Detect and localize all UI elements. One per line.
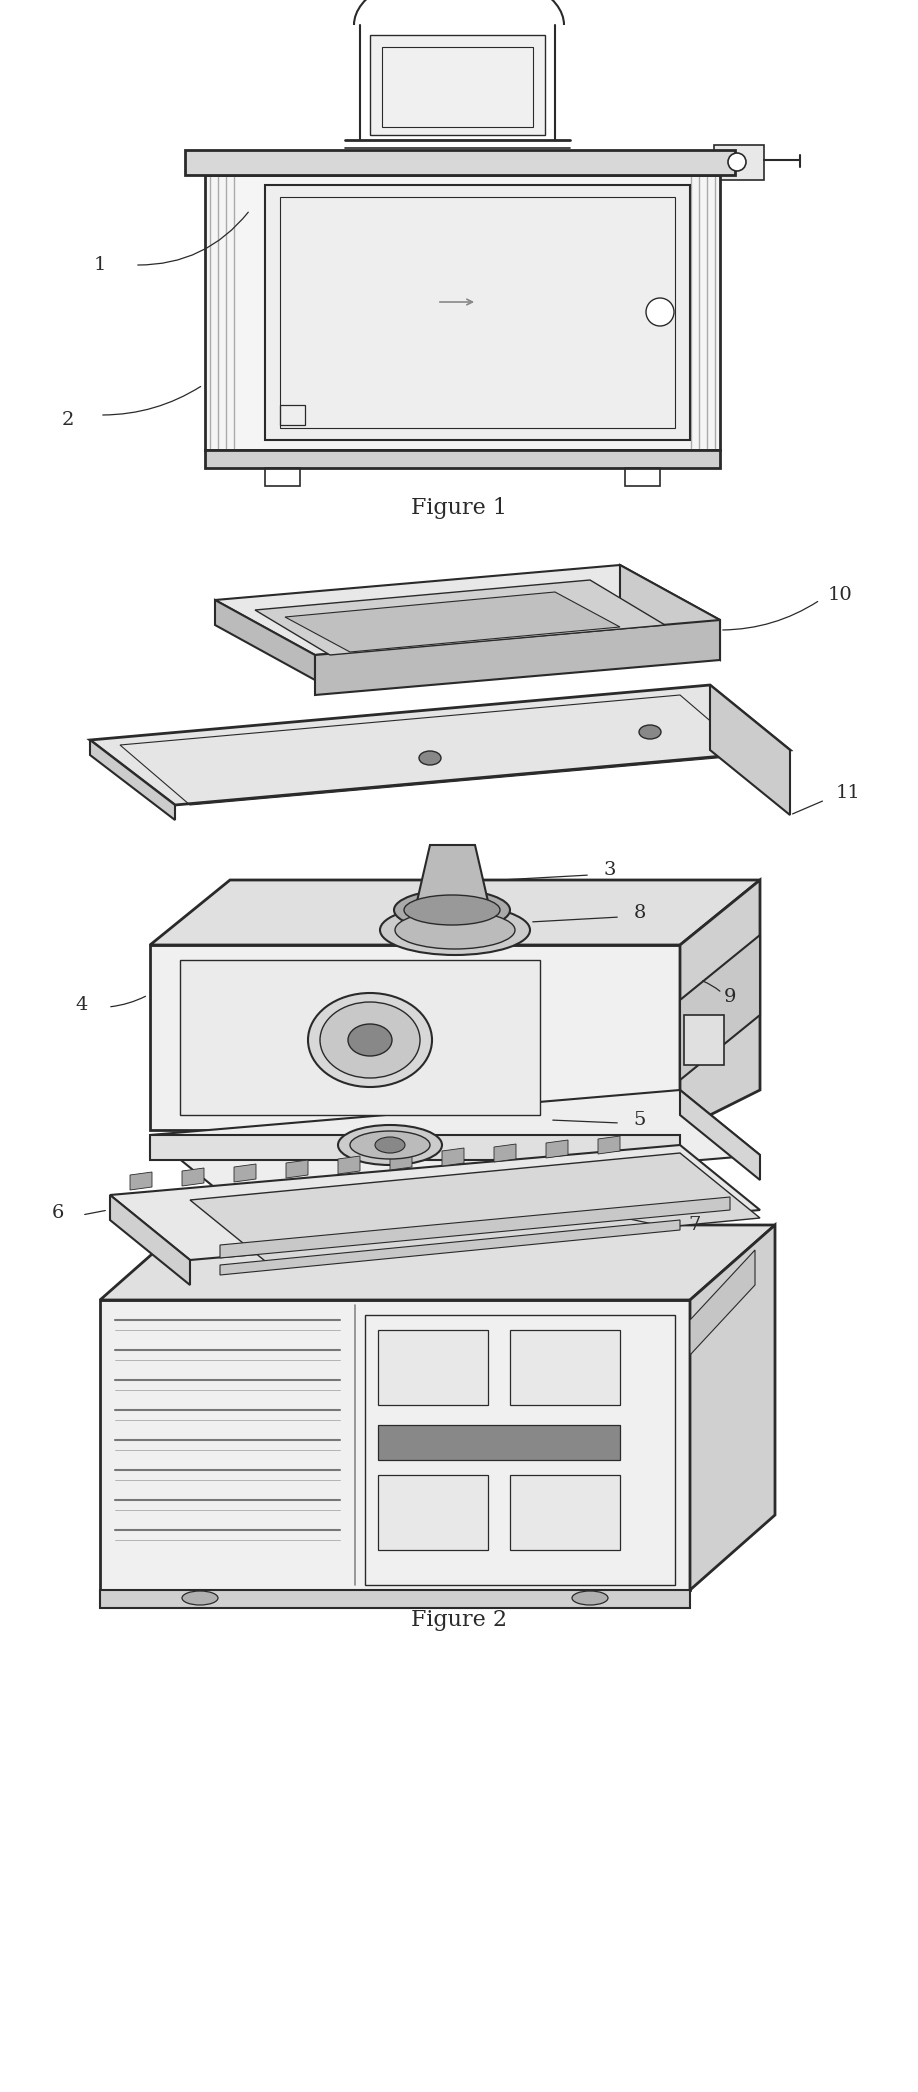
Text: 9: 9 bbox=[723, 987, 736, 1006]
Bar bbox=[365, 1316, 675, 1586]
Bar bbox=[180, 960, 540, 1115]
Polygon shape bbox=[598, 1136, 620, 1155]
Polygon shape bbox=[494, 1144, 516, 1161]
Ellipse shape bbox=[419, 751, 441, 766]
Bar bbox=[185, 151, 735, 176]
Polygon shape bbox=[220, 1197, 730, 1257]
Bar bbox=[378, 1475, 488, 1550]
Polygon shape bbox=[150, 1090, 760, 1201]
Polygon shape bbox=[415, 845, 490, 910]
Text: 2: 2 bbox=[62, 410, 74, 429]
Bar bbox=[382, 46, 533, 128]
Ellipse shape bbox=[182, 1592, 218, 1605]
Polygon shape bbox=[315, 619, 720, 695]
Bar bbox=[280, 197, 675, 429]
Polygon shape bbox=[215, 600, 315, 680]
Ellipse shape bbox=[320, 1002, 420, 1077]
Polygon shape bbox=[100, 1590, 690, 1609]
Polygon shape bbox=[100, 1226, 775, 1299]
Polygon shape bbox=[690, 1251, 755, 1356]
Polygon shape bbox=[710, 684, 790, 816]
Bar bbox=[205, 176, 720, 450]
Text: 4: 4 bbox=[76, 996, 88, 1015]
Polygon shape bbox=[150, 946, 680, 1130]
Polygon shape bbox=[255, 579, 665, 655]
Text: 10: 10 bbox=[828, 586, 853, 605]
Bar bbox=[510, 1331, 620, 1406]
Polygon shape bbox=[110, 1144, 760, 1259]
Ellipse shape bbox=[350, 1132, 430, 1159]
Bar bbox=[205, 450, 720, 469]
Ellipse shape bbox=[728, 153, 746, 172]
Text: 5: 5 bbox=[633, 1111, 646, 1130]
Polygon shape bbox=[150, 1136, 680, 1159]
Bar bbox=[378, 1331, 488, 1406]
Polygon shape bbox=[442, 1149, 464, 1165]
Ellipse shape bbox=[404, 895, 500, 925]
Polygon shape bbox=[546, 1140, 568, 1159]
Bar bbox=[370, 36, 545, 136]
Polygon shape bbox=[285, 592, 620, 653]
Polygon shape bbox=[90, 741, 175, 820]
Text: Figure 1: Figure 1 bbox=[411, 498, 507, 519]
Polygon shape bbox=[190, 1153, 760, 1266]
Text: 11: 11 bbox=[835, 784, 860, 801]
Text: 1: 1 bbox=[94, 255, 106, 274]
Ellipse shape bbox=[394, 889, 510, 931]
Text: 7: 7 bbox=[688, 1215, 701, 1234]
Polygon shape bbox=[215, 565, 720, 655]
Ellipse shape bbox=[348, 1023, 392, 1056]
Polygon shape bbox=[130, 1172, 152, 1190]
Ellipse shape bbox=[639, 726, 661, 738]
Polygon shape bbox=[338, 1157, 360, 1174]
Polygon shape bbox=[182, 1167, 204, 1186]
Ellipse shape bbox=[380, 906, 530, 956]
Ellipse shape bbox=[338, 1125, 442, 1165]
Bar bbox=[625, 469, 660, 485]
Bar bbox=[510, 1475, 620, 1550]
Bar bbox=[280, 406, 305, 425]
Polygon shape bbox=[100, 1299, 690, 1590]
Ellipse shape bbox=[646, 297, 674, 326]
Polygon shape bbox=[620, 565, 720, 659]
Polygon shape bbox=[680, 1090, 760, 1180]
Text: 6: 6 bbox=[51, 1205, 64, 1222]
Polygon shape bbox=[390, 1153, 412, 1169]
Polygon shape bbox=[680, 881, 760, 1130]
Polygon shape bbox=[680, 935, 760, 1079]
Polygon shape bbox=[234, 1163, 256, 1182]
Ellipse shape bbox=[395, 910, 515, 950]
Ellipse shape bbox=[572, 1592, 608, 1605]
Bar bbox=[378, 1425, 620, 1460]
Ellipse shape bbox=[308, 994, 432, 1088]
Bar bbox=[265, 184, 690, 439]
Text: Figure 2: Figure 2 bbox=[411, 1609, 507, 1632]
Polygon shape bbox=[150, 881, 760, 946]
Polygon shape bbox=[220, 1220, 680, 1274]
Bar bbox=[265, 469, 300, 485]
Bar bbox=[714, 144, 764, 180]
Polygon shape bbox=[110, 1195, 190, 1284]
Polygon shape bbox=[90, 684, 790, 805]
Polygon shape bbox=[286, 1159, 308, 1178]
Polygon shape bbox=[690, 1226, 775, 1590]
Text: 8: 8 bbox=[633, 904, 646, 923]
Polygon shape bbox=[684, 1015, 724, 1065]
Ellipse shape bbox=[375, 1136, 405, 1153]
Text: 3: 3 bbox=[604, 862, 616, 879]
